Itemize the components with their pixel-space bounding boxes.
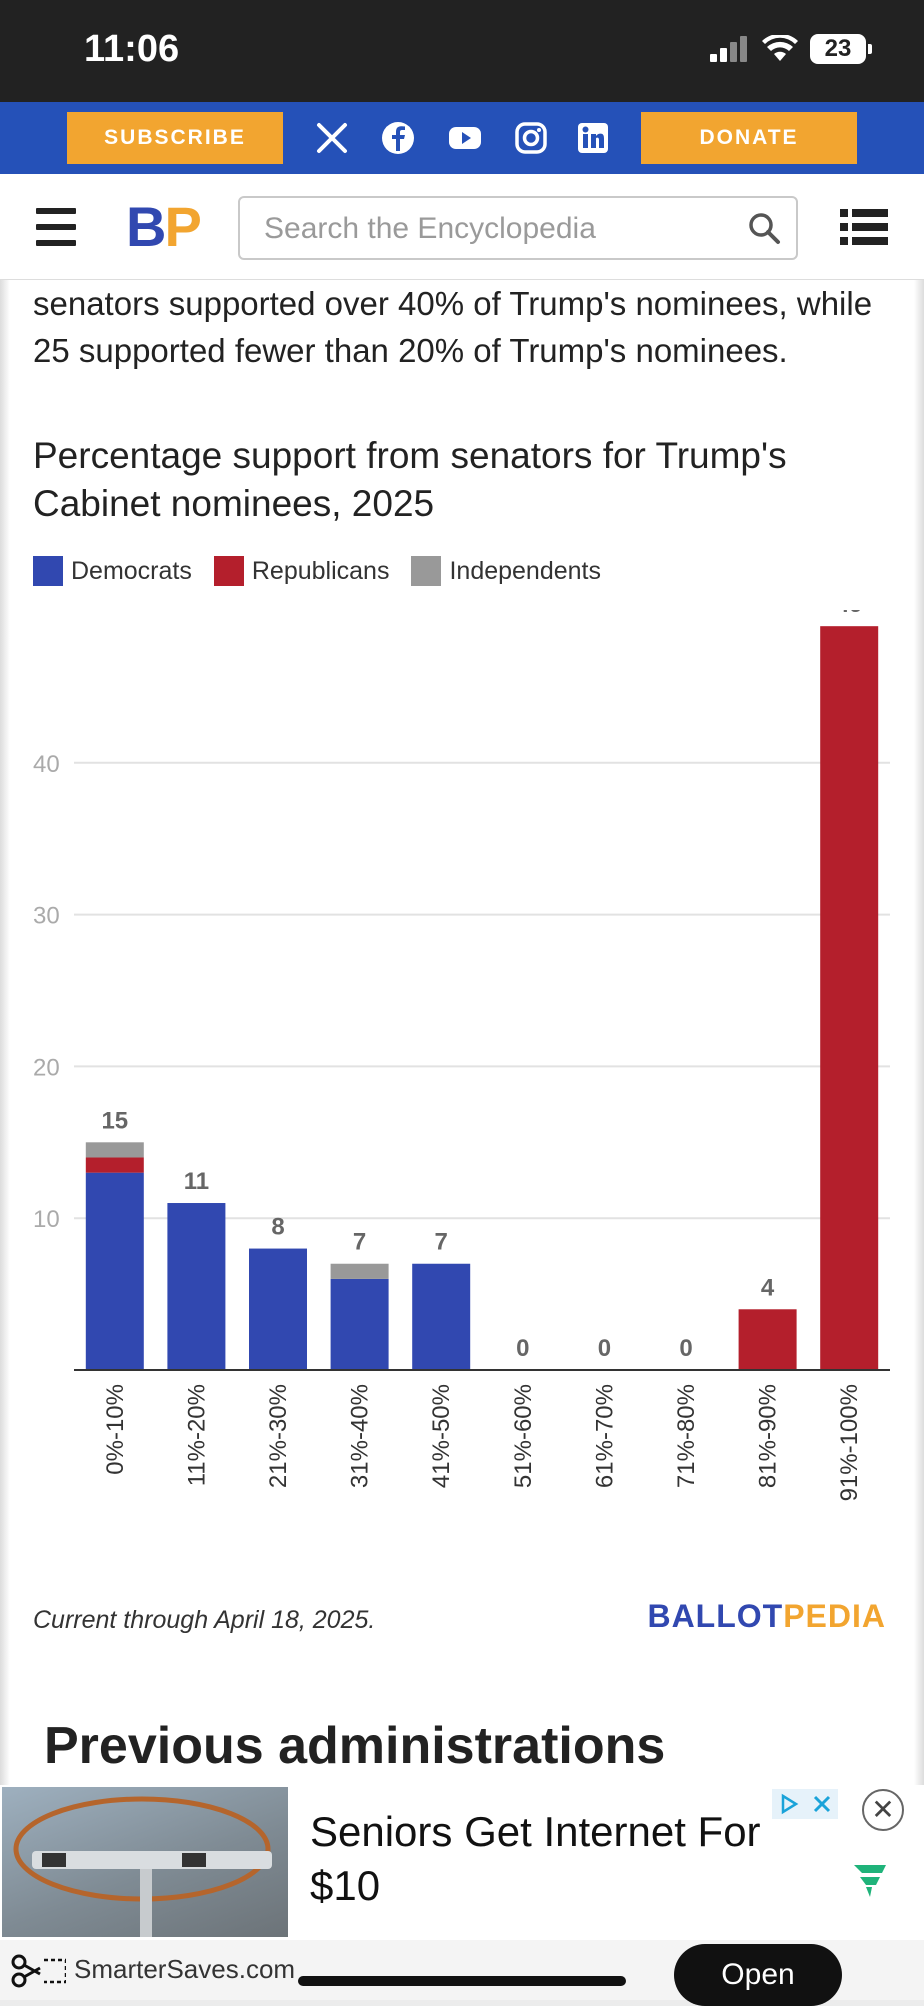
bar-segment-democrats — [249, 1248, 307, 1370]
data-label: 15 — [101, 1107, 128, 1134]
scissors-icon — [11, 1954, 66, 1988]
data-label: 7 — [435, 1229, 448, 1256]
data-label: 0 — [598, 1335, 611, 1362]
ad-footer: SmarterSaves.com Open — [0, 1940, 924, 2006]
search-input[interactable] — [264, 212, 724, 246]
ad-brand-icon — [854, 1865, 886, 1897]
antenna-image — [13, 1796, 272, 1937]
chart-caption: Current through April 18, 2025. — [33, 1606, 376, 1634]
bar-segment-democrats — [167, 1203, 226, 1370]
x-tick-label: 61%-70% — [591, 1384, 618, 1488]
linkedin-icon[interactable] — [573, 118, 613, 158]
page-shadow — [0, 280, 10, 1785]
legend-item-republicans: Republicans — [213, 556, 390, 586]
bar-segment-democrats — [330, 1278, 389, 1370]
data-label: 7 — [353, 1229, 366, 1256]
x-tick-label: 21%-30% — [265, 1384, 292, 1488]
data-label: 8 — [271, 1214, 284, 1241]
hamburger-menu-icon[interactable] — [36, 208, 76, 246]
table-of-contents-icon[interactable] — [840, 208, 888, 248]
bar-segment-democrats — [85, 1172, 144, 1370]
home-indicator — [298, 1976, 626, 1986]
data-label: 4 — [761, 1274, 775, 1301]
legend-item-independents: Independents — [411, 556, 601, 586]
legend-item-democrats: Democrats — [33, 556, 192, 586]
chart-title: Percentage support from senators for Tru… — [33, 435, 787, 524]
ad-banner[interactable]: Seniors Get Internet For $10 ✕ SmarterSa… — [0, 1785, 924, 2006]
x-twitter-icon[interactable] — [312, 118, 352, 158]
data-label: 49 — [836, 610, 863, 618]
data-label: 11 — [184, 1168, 209, 1195]
legend-label: Democrats — [71, 556, 192, 585]
donate-button[interactable]: DONATE — [641, 112, 857, 164]
x-tick-label: 31%-40% — [347, 1384, 374, 1488]
bar-segment-independents — [85, 1142, 144, 1158]
data-label: 0 — [516, 1335, 529, 1362]
bar-segment-republicans — [820, 626, 879, 1370]
legend-label: Independents — [449, 556, 601, 585]
ad-domain[interactable]: SmarterSaves.com — [74, 1954, 296, 1984]
section-heading: Previous administrations — [44, 1717, 666, 1775]
close-icon[interactable]: ✕ — [862, 1789, 904, 1831]
legend-swatch — [411, 556, 442, 586]
bar-segment-democrats — [412, 1263, 471, 1370]
ballotpedia-logo: BALLOTPEDIA — [647, 1598, 886, 1634]
subscribe-button[interactable]: SUBSCRIBE — [67, 112, 283, 164]
ad-headline[interactable]: Seniors Get Internet For $10 — [310, 1808, 761, 1909]
ad-image[interactable] — [2, 1787, 288, 1937]
x-tick-label: 0%-10% — [102, 1384, 129, 1475]
y-tick-label: 20 — [33, 1054, 60, 1081]
y-tick-label: 30 — [33, 903, 60, 930]
intro-paragraph: senators supported over 40% of Trump's n… — [33, 285, 873, 369]
instagram-icon[interactable] — [511, 118, 551, 158]
x-tick-label: 41%-50% — [428, 1384, 455, 1488]
bar-segment-independents — [330, 1263, 389, 1279]
legend-swatch — [33, 556, 63, 586]
x-tick-label: 11%-20% — [183, 1384, 210, 1486]
bar-segment-republicans — [738, 1309, 797, 1370]
ad-open-button[interactable]: Open — [674, 1944, 842, 2006]
search-icon[interactable] — [746, 210, 782, 246]
status-icons: 23 — [710, 34, 872, 64]
article-content: senators supported over 40% of Trump's n… — [0, 280, 924, 1785]
data-label: 0 — [679, 1335, 692, 1362]
ad-choices-icon[interactable] — [772, 1789, 838, 1819]
site-header: BP — [0, 174, 924, 280]
x-tick-label: 81%-90% — [755, 1384, 782, 1488]
facebook-icon[interactable] — [378, 118, 418, 158]
y-tick-label: 40 — [33, 751, 60, 778]
x-tick-label: 51%-60% — [510, 1384, 537, 1488]
legend-swatch — [213, 556, 244, 586]
status-time: 11:06 — [84, 28, 180, 70]
signal-icon — [710, 36, 747, 62]
x-tick-label: 71%-80% — [673, 1384, 700, 1488]
youtube-icon[interactable] — [445, 118, 485, 158]
search-box — [238, 196, 798, 260]
promo-bar: SUBSCRIBE DONATE — [0, 102, 924, 174]
wifi-icon — [762, 35, 798, 61]
bar-chart: 10203040150%-10%1111%-20%821%-30%731%-40… — [33, 610, 890, 1501]
page-shadow — [914, 280, 924, 1785]
y-tick-label: 10 — [33, 1206, 60, 1233]
x-tick-label: 91%-100% — [836, 1384, 863, 1501]
bar-segment-republicans — [85, 1157, 144, 1173]
status-bar: 11:06 23 — [0, 0, 924, 102]
battery-icon: 23 — [810, 34, 872, 64]
legend-label: Republicans — [251, 556, 390, 585]
site-logo[interactable]: BP — [126, 195, 202, 258]
chart-legend: Democrats Republicans Independents — [33, 556, 601, 586]
